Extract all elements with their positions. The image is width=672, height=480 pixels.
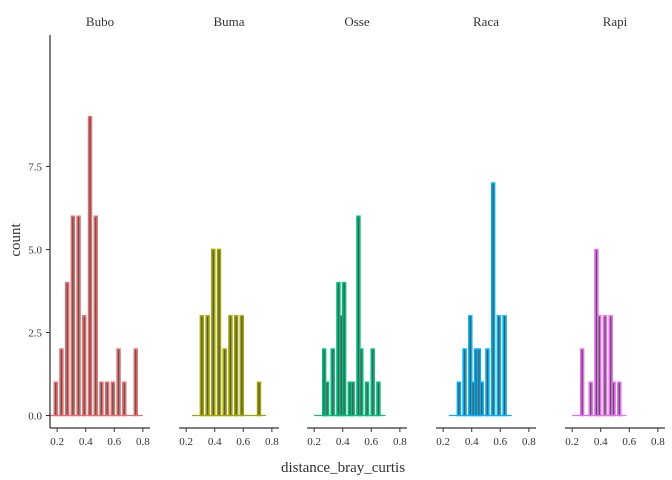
histogram-bar xyxy=(579,348,585,417)
histogram-bar xyxy=(133,348,138,417)
histogram-bar xyxy=(116,348,121,417)
x-tick-label: 0.6 xyxy=(622,436,636,448)
x-tick-label: 0.8 xyxy=(522,436,536,448)
histogram-bar xyxy=(462,348,467,417)
histogram-bar xyxy=(588,381,593,417)
x-tick-label: 0.8 xyxy=(393,436,407,448)
facet-strip-label: Raca xyxy=(473,14,499,29)
histogram-bar xyxy=(479,381,484,417)
histogram-bar xyxy=(364,381,370,417)
facet-panel-bubo: Bubo 0.2 0.4 0.6 0.8 xyxy=(45,14,150,448)
histogram-bar xyxy=(216,248,222,417)
x-tick-label: 0.8 xyxy=(651,436,665,448)
facet-panel-buma: Buma 0.2 0.4 0.6 0.8 xyxy=(179,14,279,448)
histogram-bar xyxy=(496,315,502,417)
histogram-bar xyxy=(256,381,262,417)
x-tick-label: 0.6 xyxy=(364,436,378,448)
histogram-bar xyxy=(597,315,602,417)
histogram-bar xyxy=(502,315,507,417)
histogram-bar xyxy=(104,381,110,417)
histogram-bar xyxy=(324,381,330,417)
histogram-bar xyxy=(239,315,245,417)
facet-strip-label: Bubo xyxy=(86,14,114,29)
y-tick-label: 5.0 xyxy=(28,245,42,257)
y-tick-label: 2.5 xyxy=(28,328,42,340)
y-axis-title: count xyxy=(8,223,24,257)
histogram-bar xyxy=(82,315,87,417)
x-tick-label: 0.6 xyxy=(493,436,507,448)
x-tick-label: 0.2 xyxy=(179,436,193,448)
histogram-bar xyxy=(376,381,381,417)
histogram-bar xyxy=(611,381,616,417)
histogram-bar xyxy=(490,182,496,417)
histogram-bar xyxy=(350,381,355,417)
histogram-bar xyxy=(59,348,64,417)
x-axis-title: distance_bray_curtis xyxy=(281,460,405,476)
histogram-bar xyxy=(468,315,473,417)
facet-strip-label: Rapi xyxy=(603,14,628,29)
x-tick-label: 0.4 xyxy=(79,436,93,448)
histogram-bar xyxy=(76,215,81,417)
histogram-bar xyxy=(341,281,347,417)
x-tick-label: 0.2 xyxy=(50,436,64,448)
y-axis: 0.0 2.5 5.0 7.5 xyxy=(28,35,51,428)
histogram-bar xyxy=(87,115,93,417)
histogram-bar xyxy=(356,215,361,417)
histogram-bar xyxy=(199,315,205,417)
histogram-bar xyxy=(602,315,608,417)
histogram-bar xyxy=(122,381,127,417)
facet-panel-raca: Raca 0.2 0.4 0.6 0.8 xyxy=(436,14,536,448)
y-tick-label: 0.0 xyxy=(28,411,42,423)
facet-strip-label: Buma xyxy=(213,14,244,29)
histogram-bar xyxy=(93,215,98,417)
histogram-bar xyxy=(370,348,375,417)
histogram-bar xyxy=(617,381,622,417)
facet-panel-osse: Osse 0.2 0.4 0.6 0.8 xyxy=(307,14,407,448)
x-tick-label: 0.8 xyxy=(265,436,279,448)
histogram-bar xyxy=(330,348,335,417)
histogram-bar xyxy=(485,348,490,417)
x-tick-label: 0.2 xyxy=(565,436,579,448)
histogram-bar xyxy=(64,281,70,417)
histogram-bar xyxy=(456,381,462,417)
histogram-bar xyxy=(608,315,613,417)
x-tick-label: 0.6 xyxy=(236,436,250,448)
histogram-bar xyxy=(228,315,233,417)
histogram-bar xyxy=(233,315,239,417)
x-tick-label: 0.8 xyxy=(136,436,150,448)
histogram-bar xyxy=(110,381,116,417)
x-tick-label: 0.2 xyxy=(436,436,450,448)
facet-panels: Bubo 0.2 0.4 0.6 0.8 Buma 0.2 0.4 0.6 0.8 Osse 0.2 0… xyxy=(45,14,665,448)
histogram-bar xyxy=(70,215,76,417)
histogram-bar xyxy=(99,381,104,417)
x-tick-label: 0.4 xyxy=(465,436,479,448)
histogram-bar xyxy=(53,381,58,417)
x-tick-label: 0.4 xyxy=(208,436,222,448)
x-tick-label: 0.4 xyxy=(594,436,608,448)
histogram-bar xyxy=(222,348,227,417)
histogram-bar xyxy=(205,315,210,417)
x-tick-label: 0.4 xyxy=(336,436,350,448)
y-tick-label: 7.5 xyxy=(28,162,42,174)
x-tick-label: 0.6 xyxy=(107,436,121,448)
histogram-bar xyxy=(359,348,364,417)
facet-strip-label: Osse xyxy=(344,14,370,29)
histogram-bar xyxy=(211,248,216,417)
facet-panel-rapi: Rapi 0.2 0.4 0.6 0.8 xyxy=(565,14,665,448)
x-tick-label: 0.2 xyxy=(307,436,321,448)
